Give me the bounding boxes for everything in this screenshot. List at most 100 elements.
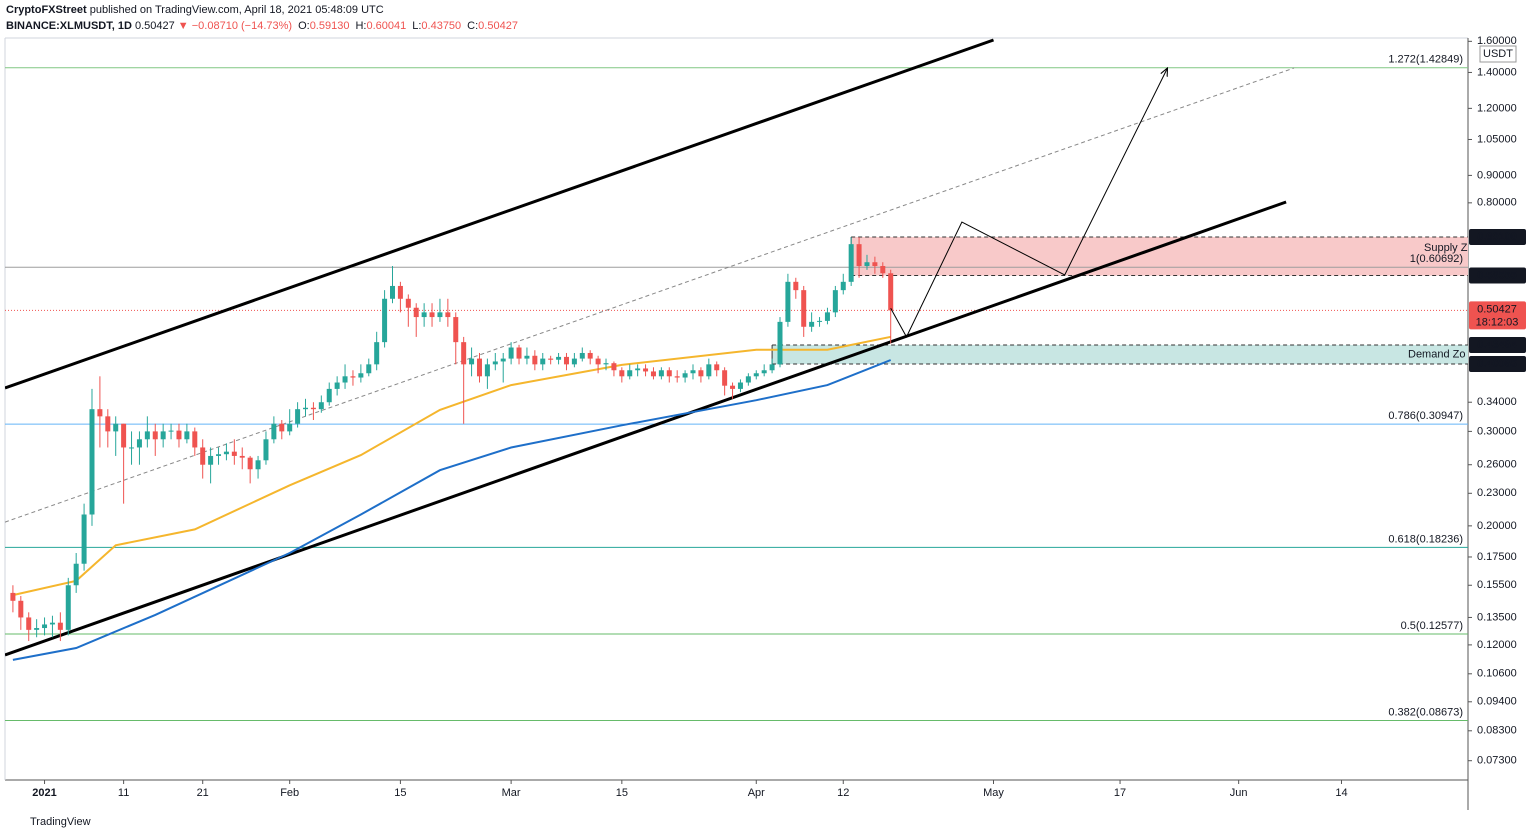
y-tick-label: 1.05000 xyxy=(1477,133,1517,145)
candle-body xyxy=(121,423,127,448)
candle-body xyxy=(682,373,688,378)
candle-body xyxy=(769,364,775,371)
trend-line xyxy=(5,67,1295,523)
zone-price-label: 0.40065 xyxy=(1477,358,1517,370)
candle-body xyxy=(840,281,846,291)
trend-line xyxy=(5,200,1287,657)
candle-body xyxy=(18,600,24,618)
candle-body xyxy=(556,356,562,360)
x-tick-label: 14 xyxy=(1335,787,1347,799)
candle-body xyxy=(619,370,625,377)
candle-body xyxy=(57,622,63,630)
candle-body xyxy=(144,431,150,440)
candle-body xyxy=(389,285,395,299)
candle-body xyxy=(49,622,55,625)
y-tick-label: 0.26000 xyxy=(1477,459,1517,471)
candle-body xyxy=(484,364,490,377)
trend-line xyxy=(5,38,994,390)
symbol: BINANCE:XLMUSDT, 1D xyxy=(6,20,132,32)
x-axis: 20211121Feb15Mar15Apr12May17Jun14Ju xyxy=(32,780,1348,799)
y-tick-label: 0.15500 xyxy=(1477,579,1517,591)
change-icon: ▼ xyxy=(178,20,189,32)
candle-body xyxy=(168,430,174,432)
candle-body xyxy=(848,244,854,282)
zone-price-box xyxy=(1469,355,1526,372)
candle-body xyxy=(706,364,712,377)
candle-body xyxy=(129,447,135,449)
ohlc-value: 0.43750 xyxy=(421,20,461,32)
candle-body xyxy=(611,363,617,371)
y-tick-label: 0.34000 xyxy=(1477,396,1517,408)
candle-body xyxy=(184,431,190,440)
candle-body xyxy=(105,416,111,432)
y-tick-label: 0.08300 xyxy=(1477,725,1517,737)
y-tick-label: 0.13500 xyxy=(1477,611,1517,623)
moving-average xyxy=(12,335,891,597)
candle-body xyxy=(405,298,411,308)
candle-body xyxy=(595,358,601,365)
ohlc-value: 0.50427 xyxy=(478,20,518,32)
zone xyxy=(772,344,1468,364)
zone-label: Demand Zo xyxy=(1408,348,1465,360)
candle-body xyxy=(753,373,759,377)
candle-body xyxy=(469,358,475,365)
candle-body xyxy=(880,266,886,274)
x-tick-label: Jun xyxy=(1230,787,1248,799)
x-tick-label: Mar xyxy=(502,787,521,799)
candle-body xyxy=(777,321,783,365)
candle-body xyxy=(279,423,285,432)
candle-body xyxy=(785,281,791,322)
x-tick-label: Feb xyxy=(280,787,299,799)
candle-body xyxy=(658,370,664,377)
candle-body xyxy=(603,363,609,365)
candle-body xyxy=(643,368,649,372)
candle-body xyxy=(453,317,459,343)
candle-body xyxy=(532,355,538,365)
header-line-2: BINANCE:XLMUSDT, 1D 0.50427 ▼ −0.08710 (… xyxy=(6,20,518,32)
candle-body xyxy=(89,409,95,515)
candle-body xyxy=(136,439,142,448)
candle-body xyxy=(492,361,498,365)
candle-body xyxy=(524,355,530,359)
y-tick-label: 0.23000 xyxy=(1477,487,1517,499)
fib-label: 1.272(1.42849) xyxy=(1388,54,1463,66)
candle-body xyxy=(571,358,577,365)
candle-body xyxy=(793,281,799,291)
candle-body xyxy=(872,262,878,267)
ohlc-key: L: xyxy=(412,20,421,32)
candle-body xyxy=(832,290,838,313)
candle-body xyxy=(745,376,751,383)
x-tick-label: 17 xyxy=(1114,787,1126,799)
candle-body xyxy=(809,321,815,327)
candle-body xyxy=(429,312,435,318)
candle-body xyxy=(223,451,229,455)
candle-body xyxy=(255,460,261,470)
zone-price-label: 0.58555 xyxy=(1477,269,1517,281)
candle-body xyxy=(690,370,696,374)
candle-body xyxy=(674,376,680,378)
y-tick-label: 0.20000 xyxy=(1477,520,1517,532)
candle-body xyxy=(318,402,324,410)
candle-body xyxy=(421,312,427,318)
candle-body xyxy=(730,385,736,389)
candle-body xyxy=(366,364,372,374)
candle-body xyxy=(864,262,870,267)
fib-label: 0.618(0.18236) xyxy=(1388,533,1463,545)
candle-body xyxy=(152,431,158,440)
candle-body xyxy=(342,376,348,383)
candle-body xyxy=(358,373,364,378)
candle-body xyxy=(303,407,309,410)
candle-body xyxy=(437,312,443,318)
candle-body xyxy=(540,358,546,365)
header-line-1: CryptoFXStreet published on TradingView.… xyxy=(6,4,384,16)
fib-label: 0.786(0.30947) xyxy=(1388,410,1463,422)
zone-price-label: 0.69100 xyxy=(1477,231,1517,243)
fib-label: 0.5(0.12577) xyxy=(1401,620,1463,632)
candle-body xyxy=(801,290,807,327)
ohlc-key: O: xyxy=(298,20,310,32)
candle-body xyxy=(476,358,482,377)
y-tick-label: 1.20000 xyxy=(1477,102,1517,114)
candle-body xyxy=(761,370,767,374)
